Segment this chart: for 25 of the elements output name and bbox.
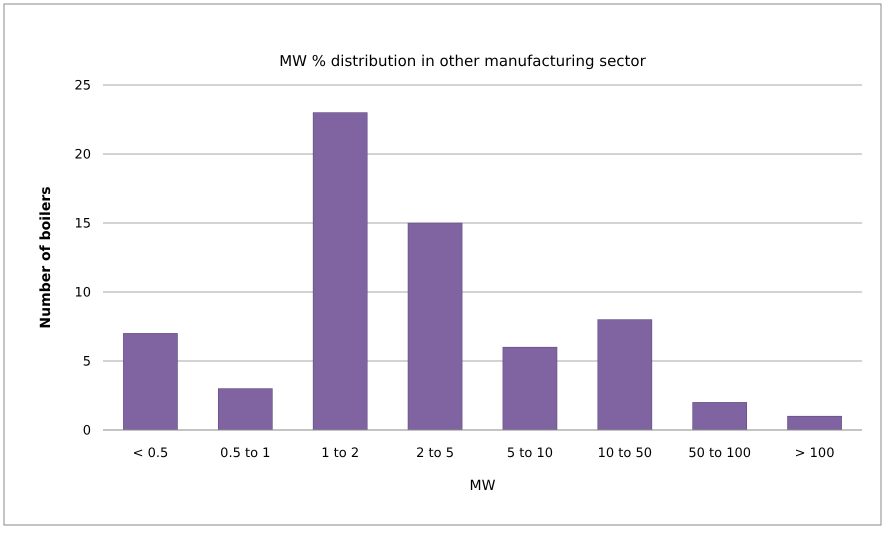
- chart-title: MW % distribution in other manufacturing sector: [279, 52, 647, 70]
- y-tick-label: 15: [74, 216, 91, 232]
- x-axis-title: MW: [470, 478, 496, 494]
- bar: [123, 333, 178, 430]
- y-axis-title: Number of boilers: [38, 186, 54, 329]
- bar: [597, 319, 652, 430]
- y-tick-label: 10: [74, 286, 91, 301]
- bar: [218, 388, 273, 430]
- bar: [408, 222, 462, 430]
- bar: [692, 402, 748, 430]
- bar: [787, 416, 842, 430]
- x-tick-label: 2 to 5: [416, 446, 454, 461]
- y-tick-label: 5: [82, 354, 91, 370]
- bar: [312, 112, 368, 430]
- bar: [502, 346, 558, 430]
- y-tick-label: 25: [74, 78, 91, 94]
- x-tick-label: < 0.5: [132, 446, 168, 461]
- y-tick-label: 0: [82, 424, 91, 439]
- x-tick-label: 0.5 to 1: [220, 446, 270, 461]
- x-tick-label: 5 to 10: [506, 446, 554, 461]
- x-tick-label: 1 to 2: [321, 446, 360, 461]
- x-tick-label: > 100: [794, 446, 834, 461]
- x-tick-label: 50 to 100: [688, 446, 752, 461]
- x-tick-label: 10 to 50: [598, 446, 652, 461]
- y-tick-label: 20: [74, 148, 91, 163]
